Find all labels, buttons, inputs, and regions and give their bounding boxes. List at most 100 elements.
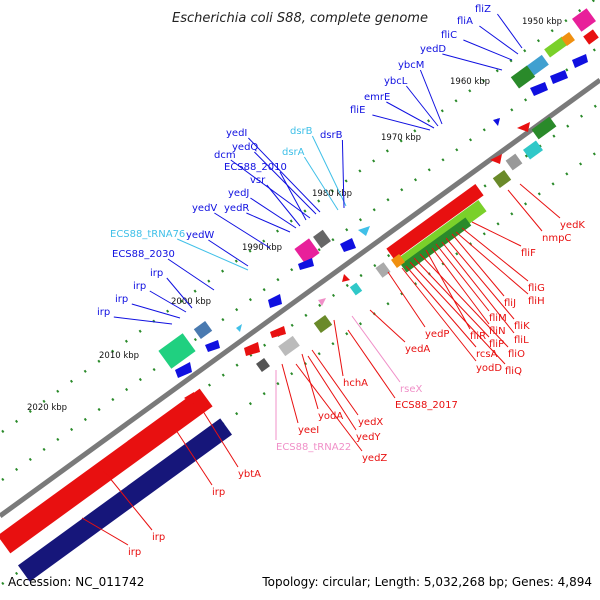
gene-label-irp[interactable]: irp (97, 307, 110, 318)
gene-label-yedq[interactable]: yedQ (232, 142, 258, 153)
gene-label-irp[interactable]: irp (133, 281, 146, 292)
gene-label-flie[interactable]: fliE (350, 105, 365, 116)
gene-label-yedx[interactable]: yedX (358, 417, 383, 428)
gene-label-irp[interactable]: irp (150, 268, 163, 279)
gene-label-rsex[interactable]: rseX (400, 384, 422, 395)
gene-label-yedj[interactable]: yedJ (228, 188, 249, 199)
leader-line (479, 25, 519, 55)
gene-label-ecs88-trna22[interactable]: ECS88_tRNA22 (276, 442, 351, 453)
leader-line (166, 277, 193, 309)
gene-label-ybcm[interactable]: ybcM (398, 60, 424, 71)
gene-label-dsrb[interactable]: dsrB (320, 130, 343, 141)
gene-label-flij[interactable]: fliJ (504, 298, 516, 309)
gene-label-irp[interactable]: irp (128, 547, 141, 558)
gene-label-flin[interactable]: fliN (489, 326, 506, 337)
gene-block-magenta-2 (294, 238, 320, 264)
leader-line (461, 227, 529, 282)
gene-label-hcha[interactable]: hchA (343, 378, 368, 389)
gene-label-irp[interactable]: irp (115, 294, 128, 305)
gene-label-yoda[interactable]: yodA (318, 411, 343, 422)
gene-label-yedk[interactable]: yedK (560, 220, 585, 231)
gene-label-ybcl[interactable]: ybcL (384, 76, 408, 87)
gene-label-fliq[interactable]: fliQ (505, 366, 522, 377)
gene-label-yedp[interactable]: yedP (425, 329, 449, 340)
accession-text: Accession: NC_011742 (8, 575, 144, 589)
gene-block-teal (523, 140, 543, 160)
kbp-label: 2020 kbp (27, 403, 67, 413)
gene-run-green-center (400, 217, 472, 273)
gene-label-nmpc[interactable]: nmpC (542, 233, 571, 244)
gene-arrow-plus-5 (340, 238, 356, 252)
gene-label-rcsa[interactable]: rcsA (476, 349, 498, 360)
gene-block-green (510, 65, 536, 89)
gene-label-flip[interactable]: fliP (489, 339, 504, 350)
gene-label-dsrb[interactable]: dsrB (290, 126, 313, 137)
gene-label-flio[interactable]: fliO (508, 349, 525, 360)
gene-label-ybta[interactable]: ybtA (238, 469, 261, 480)
leader-line (387, 271, 426, 328)
gene-label-flif[interactable]: fliF (521, 248, 536, 259)
leader-line (248, 137, 321, 213)
gene-label-irp[interactable]: irp (152, 532, 165, 543)
gene-label-flic[interactable]: fliC (441, 30, 457, 41)
leader-line (409, 261, 506, 365)
gene-label-yodd[interactable]: yodD (476, 363, 502, 374)
kbp-label: 1970 kbp (381, 133, 421, 143)
gene-arrow-plus-9 (175, 362, 192, 378)
gene-label-flih[interactable]: fliH (528, 296, 545, 307)
leader-line (281, 363, 299, 424)
gene-label-flil[interactable]: fliL (514, 335, 529, 346)
gene-label-ecs88-2017[interactable]: ECS88_2017 (395, 400, 458, 411)
gene-block-steel (193, 321, 213, 339)
gene-label-irp[interactable]: irp (212, 487, 225, 498)
gene-label-yedr[interactable]: yedR (224, 203, 249, 214)
gene-label-yedy[interactable]: yedY (356, 432, 381, 443)
leader-line (254, 151, 317, 215)
gene-label-vsr[interactable]: vsr (250, 175, 266, 186)
leader-line (176, 238, 249, 271)
leader-line (341, 139, 345, 209)
leader-line (441, 241, 515, 334)
gene-block-grey (505, 153, 523, 171)
gene-label-flik[interactable]: fliK (514, 321, 530, 332)
leader-line (99, 465, 153, 531)
gene-label-emre[interactable]: emrE (364, 92, 390, 103)
gene-label-dcm[interactable]: dcm (214, 150, 236, 161)
gene-arrow-minus-4 (270, 326, 286, 338)
leader-line (431, 247, 490, 325)
leader-line (81, 517, 129, 546)
leader-line (519, 183, 561, 219)
gene-label-flia[interactable]: fliA (457, 16, 473, 27)
gene-label-flim[interactable]: fliM (489, 313, 507, 324)
gene-label-ecs88-trna76[interactable]: ECS88_tRNA76 (110, 229, 185, 240)
leader-line (113, 316, 173, 325)
gene-label-ecs88-2030[interactable]: ECS88_2030 (112, 249, 175, 260)
leader-line (333, 319, 344, 377)
gene-label-yedv[interactable]: yedV (192, 203, 217, 214)
gene-label-yeei[interactable]: yeeI (298, 425, 319, 436)
gene-block-red (583, 29, 599, 45)
leader-line (406, 85, 439, 127)
gene-block-olive (492, 170, 512, 188)
gene-arrow-plus-7 (268, 294, 282, 308)
leader-line (507, 189, 543, 232)
gene-label-yedd[interactable]: yedD (420, 44, 446, 55)
leader-line (442, 53, 503, 71)
leader-line (301, 353, 319, 410)
trna-arrow-plus (358, 226, 370, 236)
gene-label-flir[interactable]: fliR (470, 331, 486, 342)
gene-label-yedz[interactable]: yedZ (362, 453, 387, 464)
gene-label-ecs88-2010[interactable]: ECS88_2010 (224, 162, 287, 173)
tick-rows (1, 0, 598, 586)
gene-label-flig[interactable]: fliG (528, 283, 545, 294)
gene-label-dsra[interactable]: dsrA (282, 147, 305, 158)
gene-label-fliz[interactable]: fliZ (475, 4, 491, 15)
gene-label-yedi[interactable]: yedI (226, 128, 247, 139)
leader-line (401, 267, 477, 362)
gene-label-yeda[interactable]: yedA (405, 344, 430, 355)
gene-arrow-plus-4 (493, 118, 500, 126)
leader-line (419, 69, 443, 125)
gene-label-yedw[interactable]: yedW (186, 230, 214, 241)
